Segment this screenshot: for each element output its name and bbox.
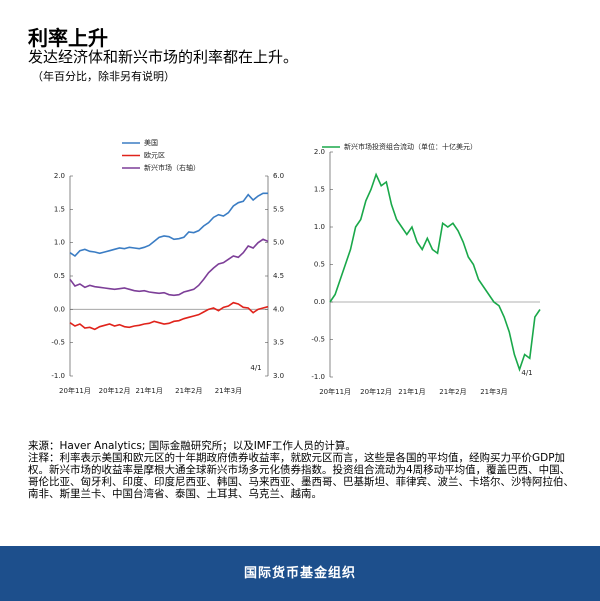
annotation: 4/1 (250, 364, 261, 372)
x-tick-label: 20年11月 (319, 387, 351, 396)
legend-label: 欧元区 (144, 151, 165, 160)
x-tick-label: 21年3月 (215, 386, 242, 395)
x-tick-label: 20年12月 (99, 386, 131, 395)
annotation: 4/1 (521, 369, 532, 377)
footer: 国际货币基金组织 (0, 546, 600, 601)
y-tick-label: 1.0 (314, 223, 325, 231)
series-line (69, 192, 268, 258)
y-tick-label: -0.5 (311, 336, 325, 344)
subtitle: 发达经济体和新兴市场的利率都在上升。 (28, 48, 299, 66)
charts: -1.0 -0.5 0.0 0.5 1.0 1.5 2.0 3.0 3.5 4.0 4.5 5.0 5.… (51, 138, 541, 396)
legend-label: 新兴市场（右轴） (144, 163, 200, 172)
unit-note: （年百分比，除非另有说明） (32, 70, 175, 83)
y2-tick-label: 3.5 (273, 339, 284, 347)
y2-tick-label: 5.0 (273, 239, 284, 247)
x-tick-label: 20年11月 (59, 386, 91, 395)
source: 来源：Haver Analytics; 国际金融研究所；以及IMF工作人员的计算… (28, 440, 356, 452)
x-tick-label: 21年2月 (439, 387, 466, 396)
y-tick-label: 0.0 (54, 305, 65, 313)
notes: 来源：Haver Analytics; 国际金融研究所；以及IMF工作人员的计算… (28, 440, 576, 500)
series-line (69, 301, 269, 331)
note: 注释：利率表示美国和欧元区的十年期政府债券收益率，就欧元区而言，这些是各国的平均… (28, 452, 574, 500)
y-tick-label: 2.0 (314, 148, 325, 156)
y-tick-label: 0.0 (314, 298, 325, 306)
y-tick-label: 2.0 (54, 172, 65, 180)
x-tick-label: 21年1月 (136, 386, 163, 395)
legend-label: 美国 (144, 138, 158, 147)
y-tick-label: 1.5 (314, 186, 325, 194)
x-tick-label: 21年1月 (398, 387, 425, 396)
x-tick-label: 20年12月 (360, 387, 392, 396)
y2-tick-label: 3.0 (273, 372, 284, 380)
legend-label: 新兴市场投资组合流动（单位：十亿美元） (344, 142, 477, 151)
title: 利率上升 (28, 26, 108, 50)
y-tick-label: 1.0 (54, 239, 65, 247)
series-line (69, 238, 269, 297)
y2-tick-label: 6.0 (273, 172, 284, 180)
y-tick-label: -0.5 (51, 339, 65, 347)
x-tick-label: 21年3月 (480, 387, 507, 396)
x-tick-label: 21年2月 (175, 386, 202, 395)
y-tick-label: 1.5 (54, 205, 65, 213)
y-tick-label: 0.5 (54, 272, 65, 280)
y2-tick-label: 5.5 (273, 205, 284, 213)
series-line (329, 172, 541, 372)
y2-tick-label: 4.5 (273, 272, 284, 280)
y-tick-label: 0.5 (314, 261, 325, 269)
y-tick-label: -1.0 (311, 373, 325, 381)
footer-text: 国际货币基金组织 (243, 566, 356, 581)
y-tick-label: -1.0 (51, 372, 65, 380)
y2-tick-label: 4.0 (273, 305, 284, 313)
